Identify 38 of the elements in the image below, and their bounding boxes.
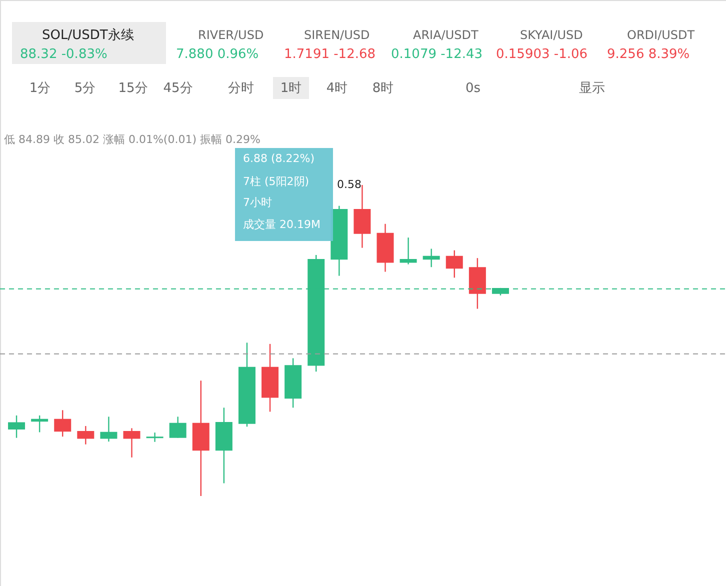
annotation: 0.58 [337,178,362,191]
text: 1分 [29,81,51,96]
text: 4时 [326,81,348,96]
candlestick [123,428,140,458]
annotation: 7柱 (5阳2阴) [243,175,310,188]
candlestick [54,410,72,438]
text: 88.32 -0.83% [20,47,108,62]
text: 0.15903 -1.06 [496,47,588,62]
text: 1.7191 -12.68 [284,47,376,62]
text: 9.256 8.39% [607,47,690,62]
text: 0.1079 -12.43 [391,47,483,62]
annotation: 7小时 [243,196,272,209]
text: 6.88 (8.22%) [243,152,315,165]
candlestick [77,425,94,445]
candlestick [146,432,164,442]
text: 低 84.89 收 85.02 涨幅 0.01%(0.01) 振幅 0.29% [4,133,260,146]
text: 分时 [228,81,254,96]
text: SOL/USDT永续 [42,27,134,43]
text: 8时 [372,81,394,96]
candlestick [100,416,118,442]
text: 15分 [118,81,148,96]
annotation: 成交量 20.19M [243,218,320,231]
text: 0s [465,81,481,96]
text: ORDI/USDT [627,28,696,42]
text: SIREN/USD [304,28,370,42]
text: 7.880 0.96% [176,47,259,62]
text: RIVER/USD [198,28,264,42]
candlestick [8,414,26,438]
text: 显示 [579,81,605,96]
text: ARIA/USDT [413,28,479,42]
candlestick [169,416,186,438]
text: 5分 [74,81,96,96]
candlestick [446,250,463,278]
candlestick [422,248,440,268]
text: SKYAI/USD [520,28,583,42]
text: 45分 [163,81,193,96]
text: 1时 [280,81,302,96]
candlestick [400,236,417,265]
